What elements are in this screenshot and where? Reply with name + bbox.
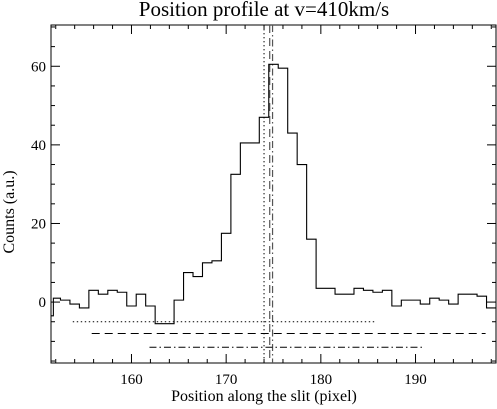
- plot-frame: [50, 24, 497, 364]
- x-tick-label: 180: [310, 372, 333, 388]
- x-tick-label: 170: [215, 372, 238, 388]
- x-tick-label: 190: [404, 372, 427, 388]
- axis-ticks: [51, 25, 496, 363]
- x-axis-label: Position along the slit (pixel): [171, 388, 357, 405]
- reference-lines: [72, 25, 486, 363]
- y-tick-label: 20: [31, 216, 46, 232]
- profile-step-line: [51, 63, 496, 325]
- x-tick-label: 160: [120, 372, 143, 388]
- series-layer: [51, 63, 496, 325]
- plot-border: [50, 24, 497, 364]
- y-tick-label: 60: [31, 59, 46, 75]
- chart-title: Position profile at v=410km/s: [139, 0, 389, 21]
- y-tick-label: 0: [39, 295, 47, 311]
- y-axis-label: Counts (a.u.): [1, 170, 18, 253]
- y-tick-label: 40: [31, 138, 46, 154]
- tick-labels: 160 170 180 190 0 20 40 60: [31, 59, 427, 388]
